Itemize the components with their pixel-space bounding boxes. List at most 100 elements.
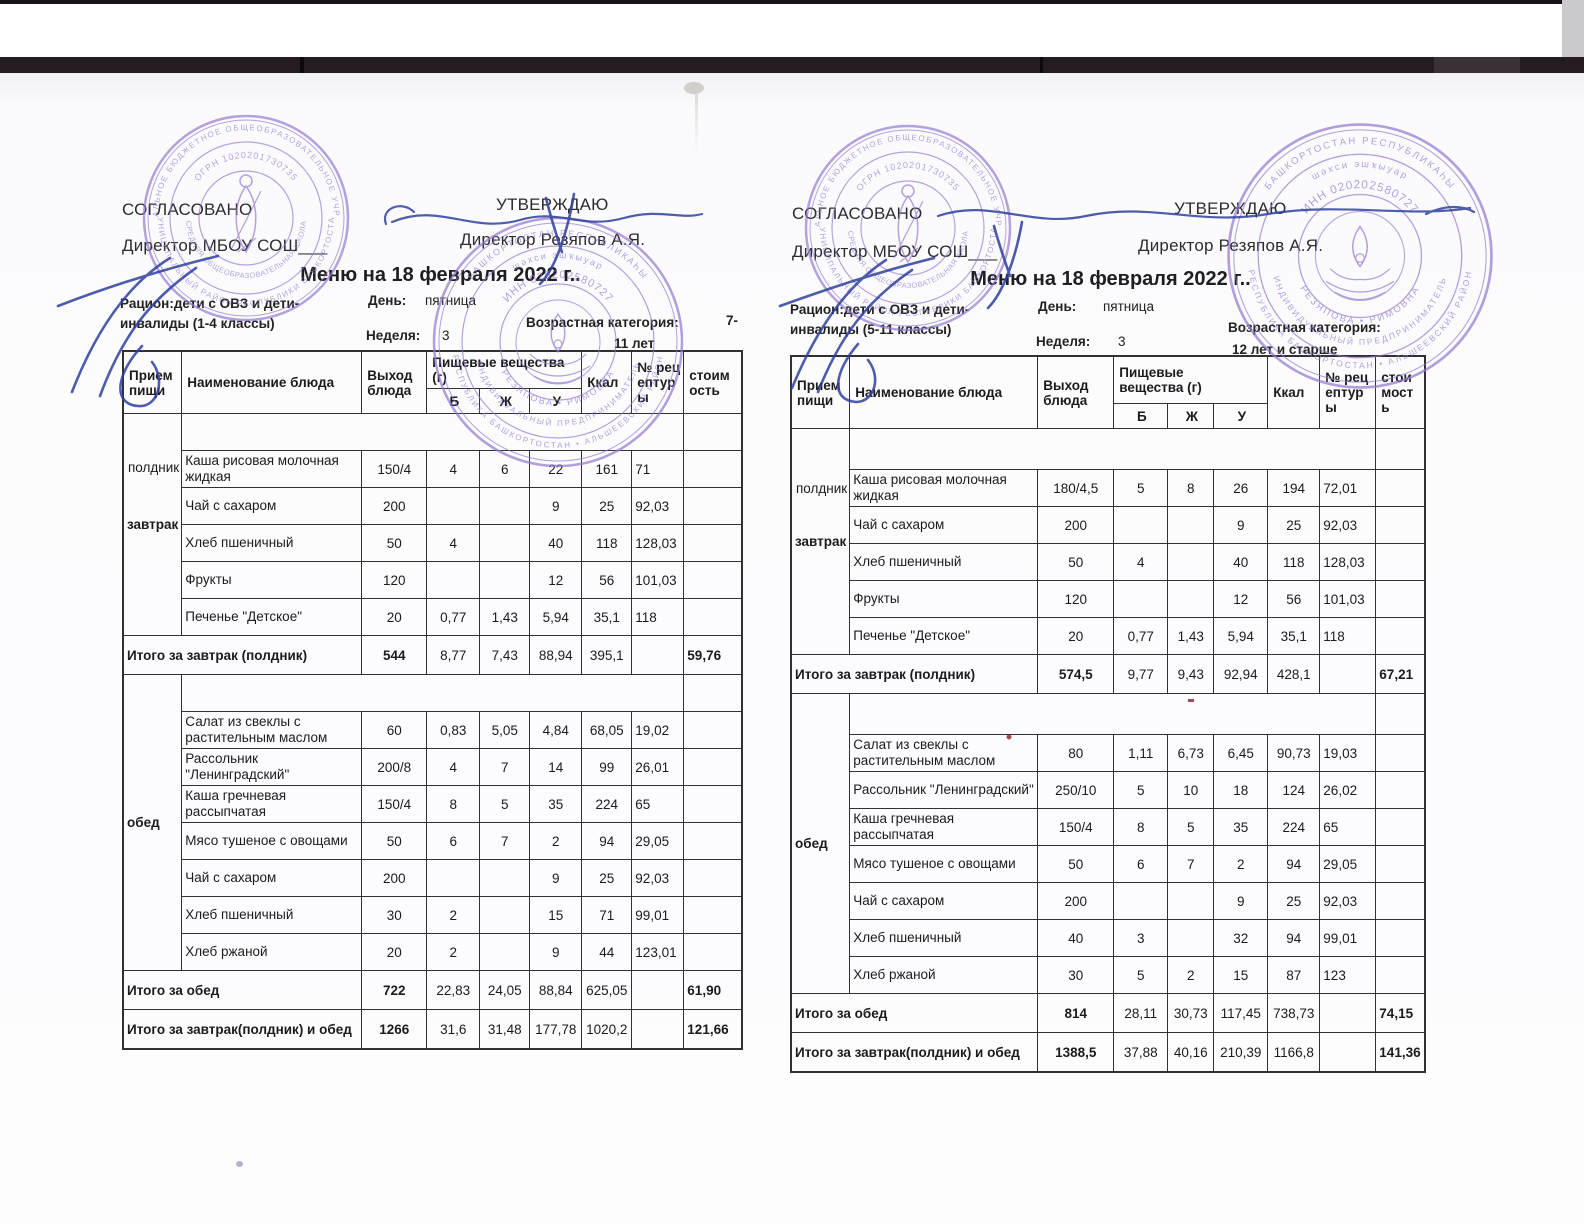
total-carb-cell: 88,84 <box>529 970 583 1010</box>
cost-cell <box>683 561 743 599</box>
menu-item-row: Фрукты 120 12 56 101,03 <box>123 561 743 599</box>
scan-smudge <box>684 82 704 94</box>
total-cost-cell: 121,66 <box>683 1009 743 1050</box>
fat-cell: 5,05 <box>479 711 531 749</box>
cost-cell <box>683 896 743 934</box>
col-header-cost: стоимость <box>683 350 743 414</box>
empty-section-cell <box>849 428 1377 470</box>
total-label-cell: Итого за завтрак (полдник) <box>790 654 1039 694</box>
empty-cost-cell <box>1375 428 1426 470</box>
cost-cell <box>683 487 743 525</box>
week-value: 3 <box>442 328 450 343</box>
kcal-cell: 56 <box>581 561 633 599</box>
dish-cell: Каша рисовая молочная жидкая <box>849 469 1039 507</box>
dish-cell: Фрукты <box>849 580 1039 618</box>
dish-cell: Печенье "Детское" <box>181 598 363 636</box>
output-cell: 50 <box>1037 543 1115 581</box>
fat-cell: 5 <box>479 785 531 823</box>
protein-cell: 5 <box>1113 469 1169 507</box>
dish-cell: Хлеб пшеничный <box>181 524 363 562</box>
col-header-nutrients: Пищевые вещества (г) <box>426 350 583 389</box>
breakfast-section: завтрак полдник Каша рисовая молочная жидк… <box>790 428 1426 694</box>
carb-cell: 6,45 <box>1213 734 1269 772</box>
carb-cell: 2 <box>529 822 583 860</box>
menu-item-row: Каша гречневая рассыпчатая 150/4 8 5 35 224 65 <box>123 785 743 823</box>
section-total-row: Итого за завтрак (полдник) 574,5 9,77 9,43 9… <box>790 654 1426 694</box>
cost-cell <box>683 859 743 897</box>
grand-total-row: Итого за завтрак(полдник) и обед 1388,5 37… <box>790 1032 1426 1073</box>
total-protein-cell: 22,83 <box>426 970 481 1010</box>
cost-cell <box>683 933 743 971</box>
approve-label: УТВЕРЖДАЮ <box>1174 199 1287 218</box>
cost-cell <box>1375 580 1426 618</box>
dish-cell: Мясо тушеное с овощами <box>849 845 1039 883</box>
cost-cell <box>1375 469 1426 507</box>
output-cell: 20 <box>361 598 428 636</box>
cost-cell <box>1375 734 1426 772</box>
menu-item-row: Хлеб пшеничный 50 4 40 118 128,03 <box>123 524 743 562</box>
kcal-cell: 68,05 <box>581 711 633 749</box>
protein-cell: 0,77 <box>1113 617 1169 655</box>
kcal-cell: 25 <box>581 487 633 525</box>
dish-cell: Каша рисовая молочная жидкая <box>181 450 363 488</box>
cost-cell <box>1375 506 1426 544</box>
menu-item-row: Печенье "Детское" 20 0,77 1,43 5,94 35,1 118 <box>791 617 1426 655</box>
approve-label: УТВЕРЖДАЮ <box>496 195 609 214</box>
protein-cell: 4 <box>426 748 481 786</box>
age-category-value: 7- <box>726 313 739 328</box>
scan-edge-line <box>0 0 1584 4</box>
lunch-section: обед Салат из свеклы с растительным масло… <box>790 693 1426 1033</box>
total-protein-cell: 8,77 <box>426 635 481 675</box>
section-total-row: Итого за обед 722 22,83 24,05 88,84 625,05 61,… <box>122 970 743 1010</box>
total-carb-cell: 210,39 <box>1213 1032 1269 1073</box>
meal-section-row: завтрак полдник <box>790 428 1426 655</box>
cost-cell <box>1375 845 1426 883</box>
output-cell: 150/4 <box>1037 808 1115 846</box>
meal-group-cell: завтрак полдник <box>122 413 183 636</box>
carb-cell: 40 <box>529 524 583 562</box>
meal-section-row: обед <box>790 693 1426 994</box>
output-cell: 50 <box>361 822 428 860</box>
fat-cell: 1,43 <box>1167 617 1215 655</box>
week-label: Неделя: <box>1036 334 1091 349</box>
carb-cell: 9 <box>529 933 583 971</box>
grand-total-row: Итого за завтрак(полдник) и обед 1266 31,6… <box>122 1009 743 1050</box>
total-cost-cell: 74,15 <box>1375 993 1426 1033</box>
total-recipe-cell <box>631 635 685 675</box>
cost-cell <box>683 785 743 823</box>
protein-cell <box>1113 882 1169 920</box>
empty-section-cell <box>181 674 685 712</box>
protein-cell <box>426 487 481 525</box>
protein-cell <box>1113 580 1169 618</box>
total-fat-cell: 24,05 <box>479 970 531 1010</box>
kcal-cell: 118 <box>1267 543 1321 581</box>
meal-label: обед <box>795 836 828 851</box>
output-cell: 20 <box>1037 617 1115 655</box>
carb-cell: 22 <box>529 450 583 488</box>
dish-cell: Салат из свеклы с растительным маслом <box>181 711 363 749</box>
kcal-cell: 35,1 <box>1267 617 1321 655</box>
recipe-cell: 26,01 <box>631 748 685 786</box>
total-kcal-cell: 625,05 <box>581 970 633 1010</box>
recipe-cell: 29,05 <box>631 822 685 860</box>
ink-dot <box>236 1161 243 1167</box>
menu-item-row: Чай с сахаром 200 9 25 92,03 <box>791 882 1426 920</box>
carb-cell: 35 <box>1213 808 1269 846</box>
carb-cell: 14 <box>529 748 583 786</box>
protein-cell: 6 <box>426 822 481 860</box>
menu-title: Меню на 18 февраля 2022 г.. <box>970 268 1251 290</box>
fat-cell: 6,73 <box>1167 734 1215 772</box>
agreed-label: СОГЛАСОВАНО <box>122 200 253 219</box>
meal-label: завтрак <box>127 517 179 532</box>
col-header-output: Выход блюда <box>361 350 428 414</box>
protein-cell <box>426 859 481 897</box>
fat-cell <box>479 487 531 525</box>
section-total-row: Итого за завтрак (полдник) 544 8,77 7,43 88,… <box>122 635 743 675</box>
output-cell: 50 <box>1037 845 1115 883</box>
col-header-carb: У <box>529 388 583 414</box>
kcal-cell: 161 <box>581 450 633 488</box>
dish-cell: Хлеб пшеничный <box>181 896 363 934</box>
carb-cell: 32 <box>1213 919 1269 957</box>
fat-cell <box>1167 543 1215 581</box>
menu-item-row: Печенье "Детское" 20 0,77 1,43 5,94 35,1 118 <box>123 598 743 636</box>
